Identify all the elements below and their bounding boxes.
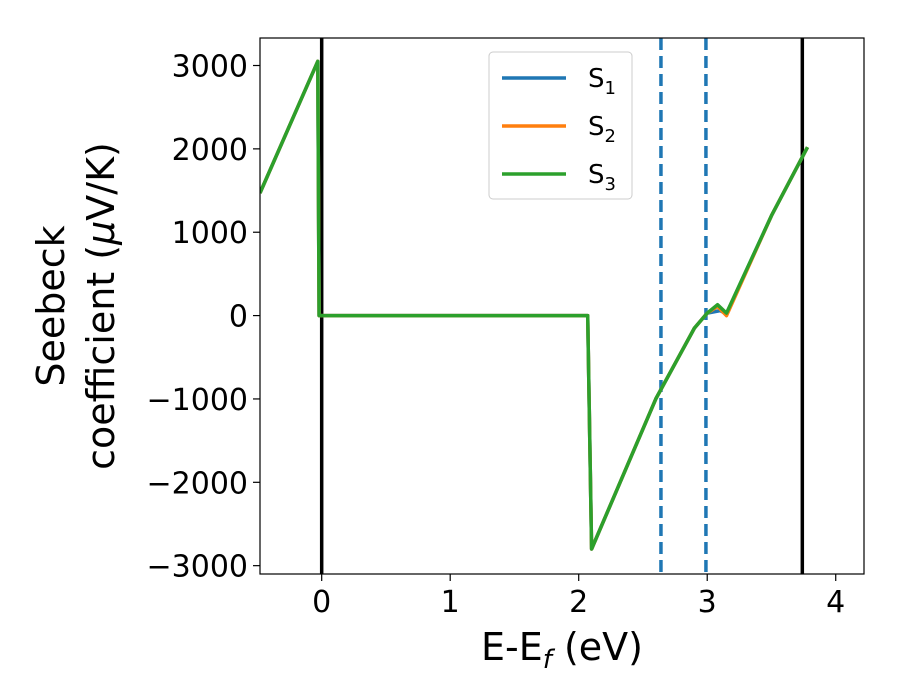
plot-frame bbox=[259, 37, 865, 575]
y-tick-label: −2000 bbox=[147, 466, 248, 501]
y-tick-label: 3000 bbox=[172, 50, 248, 85]
plot-area bbox=[260, 38, 810, 574]
y-axis-ticks: −3000 −2000 −1000 0 1000 2000 3000 bbox=[147, 50, 260, 585]
legend-label-s3: S3 bbox=[588, 160, 616, 195]
x-tick-label: 3 bbox=[698, 585, 717, 620]
y-axis-title: Seebeck coefficient (μV/K) bbox=[29, 142, 123, 470]
y-axis-title-line2: coefficient (μV/K) bbox=[79, 142, 123, 470]
x-axis-ticks: 0 1 2 3 4 bbox=[312, 574, 845, 620]
y-axis-title-line1: Seebeck bbox=[29, 225, 73, 386]
x-axis-title: E-Ef (eV) bbox=[481, 625, 643, 675]
x-tick-label: 0 bbox=[312, 585, 331, 620]
x-tick-label: 1 bbox=[441, 585, 460, 620]
x-tick-label: 2 bbox=[569, 585, 588, 620]
y-tick-label: 0 bbox=[229, 300, 248, 335]
y-tick-label: −1000 bbox=[147, 383, 248, 418]
legend: S1 S2 S3 bbox=[488, 51, 633, 200]
y-tick-label: 1000 bbox=[172, 216, 248, 251]
x-tick-label: 4 bbox=[826, 585, 845, 620]
legend-label-s2: S2 bbox=[588, 112, 616, 147]
legend-label-s1: S1 bbox=[588, 64, 616, 99]
series-line-s3 bbox=[260, 59, 810, 551]
y-tick-label: −3000 bbox=[147, 550, 248, 585]
y-tick-label: 2000 bbox=[172, 133, 248, 168]
